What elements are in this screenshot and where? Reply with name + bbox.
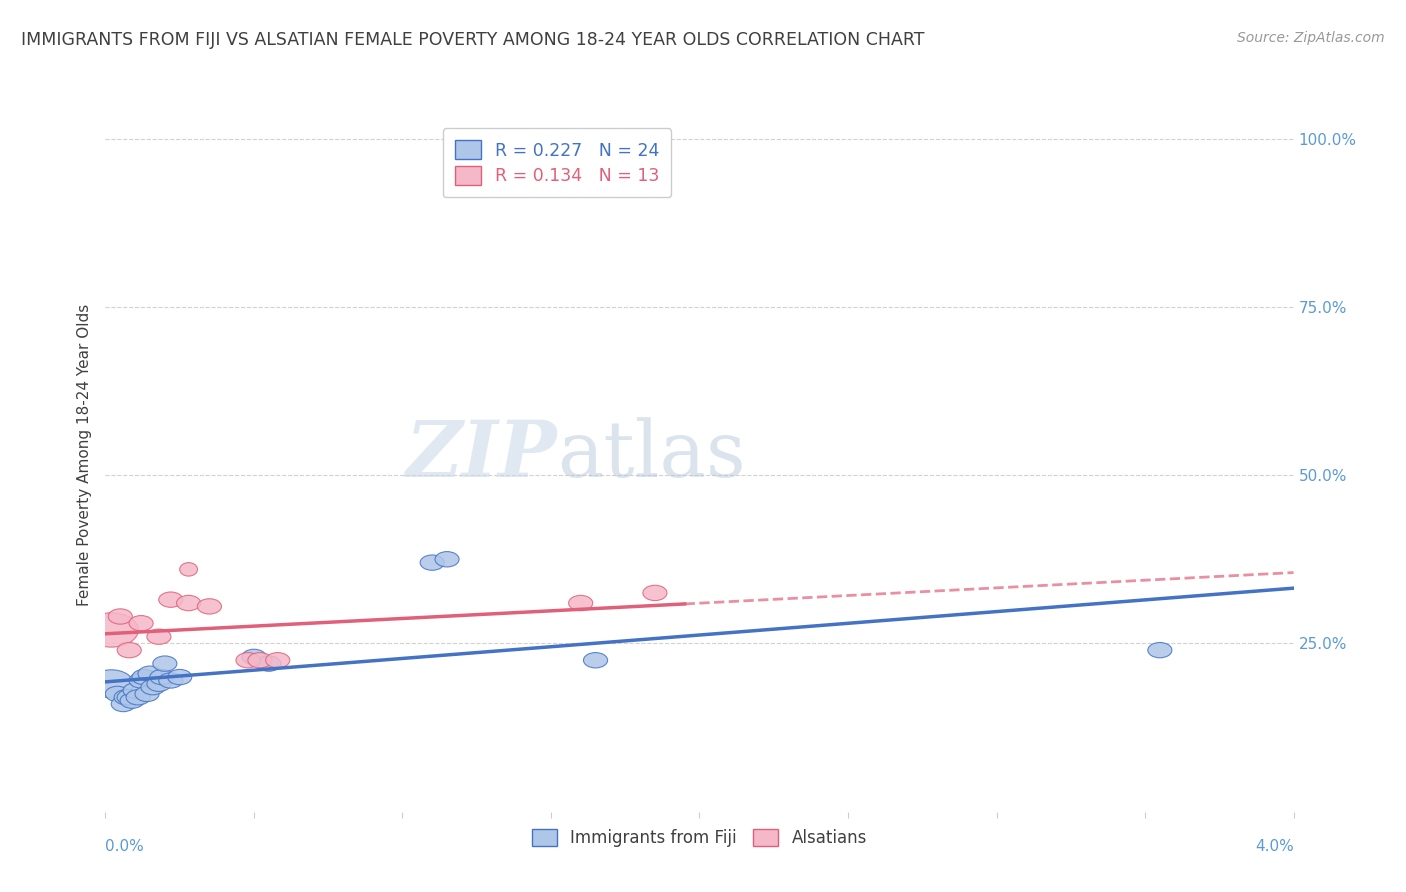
- Ellipse shape: [111, 697, 135, 712]
- Ellipse shape: [159, 673, 183, 688]
- Ellipse shape: [129, 673, 153, 688]
- Text: ZIP: ZIP: [405, 417, 557, 493]
- Ellipse shape: [90, 670, 134, 698]
- Legend: Immigrants from Fiji, Alsatians: Immigrants from Fiji, Alsatians: [522, 819, 877, 857]
- Ellipse shape: [132, 669, 156, 685]
- Ellipse shape: [117, 690, 141, 705]
- Ellipse shape: [124, 683, 148, 698]
- Ellipse shape: [127, 690, 150, 705]
- Ellipse shape: [146, 629, 172, 644]
- Ellipse shape: [180, 563, 197, 576]
- Ellipse shape: [583, 653, 607, 668]
- Text: Source: ZipAtlas.com: Source: ZipAtlas.com: [1237, 31, 1385, 45]
- Text: atlas: atlas: [557, 417, 745, 492]
- Ellipse shape: [1147, 642, 1173, 657]
- Ellipse shape: [105, 686, 129, 702]
- Text: 0.0%: 0.0%: [105, 839, 145, 854]
- Ellipse shape: [150, 669, 174, 685]
- Text: IMMIGRANTS FROM FIJI VS ALSATIAN FEMALE POVERTY AMONG 18-24 YEAR OLDS CORRELATIO: IMMIGRANTS FROM FIJI VS ALSATIAN FEMALE …: [21, 31, 925, 49]
- Ellipse shape: [643, 585, 666, 600]
- Ellipse shape: [434, 551, 460, 567]
- Ellipse shape: [257, 656, 281, 672]
- Ellipse shape: [197, 599, 222, 614]
- Ellipse shape: [420, 555, 444, 570]
- Ellipse shape: [108, 609, 132, 624]
- Text: 4.0%: 4.0%: [1254, 839, 1294, 854]
- Ellipse shape: [177, 595, 201, 611]
- Ellipse shape: [117, 642, 141, 657]
- Ellipse shape: [153, 656, 177, 672]
- Ellipse shape: [242, 649, 266, 665]
- Ellipse shape: [167, 669, 191, 685]
- Ellipse shape: [141, 680, 165, 695]
- Ellipse shape: [135, 686, 159, 702]
- Ellipse shape: [120, 693, 145, 708]
- Ellipse shape: [247, 653, 271, 668]
- Ellipse shape: [236, 653, 260, 668]
- Ellipse shape: [159, 592, 183, 607]
- Ellipse shape: [84, 613, 138, 647]
- Ellipse shape: [568, 595, 593, 611]
- Y-axis label: Female Poverty Among 18-24 Year Olds: Female Poverty Among 18-24 Year Olds: [76, 304, 91, 606]
- Ellipse shape: [138, 666, 162, 681]
- Ellipse shape: [146, 676, 172, 691]
- Ellipse shape: [114, 690, 138, 705]
- Ellipse shape: [129, 615, 153, 631]
- Ellipse shape: [266, 653, 290, 668]
